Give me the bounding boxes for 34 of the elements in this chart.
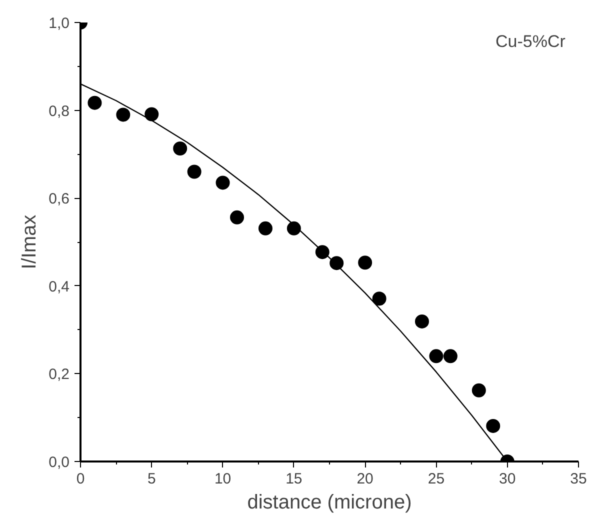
point [472, 383, 486, 398]
x-tick-label: 25 [428, 470, 445, 488]
point [116, 108, 130, 122]
x-tick-label: 15 [286, 470, 302, 488]
point [286, 221, 301, 236]
x-tick-label: 10 [214, 470, 232, 488]
y-tick-label: 0,8 [48, 102, 70, 120]
x-tick-label: 5 [147, 470, 156, 488]
x-axis-title: distance (microne) [247, 492, 412, 514]
y-tick-label: 0,6 [48, 190, 70, 208]
point [315, 245, 330, 260]
point [372, 292, 386, 306]
point [258, 221, 272, 236]
x-tick-label: 35 [570, 470, 587, 488]
y-tick-label: 0,2 [48, 366, 70, 384]
point [230, 210, 244, 224]
x-tick-label: 30 [499, 470, 516, 488]
y-tick-label: 0,4 [48, 278, 70, 296]
point [358, 256, 372, 270]
x-tick-label: 0 [76, 470, 85, 488]
point [443, 349, 458, 364]
point [187, 164, 202, 179]
point [88, 96, 102, 110]
x-tick-label: 20 [356, 470, 374, 488]
y-tick-label: 1,0 [48, 15, 70, 32]
point [429, 349, 444, 364]
y-tick-label: 0,0 [48, 454, 70, 471]
point [486, 418, 500, 433]
point [144, 107, 159, 122]
point [414, 314, 429, 328]
annotation: Cu-5%Cr [496, 32, 566, 51]
point [173, 142, 188, 156]
y-axis-title: I/Imax [18, 214, 41, 270]
point [216, 176, 230, 190]
